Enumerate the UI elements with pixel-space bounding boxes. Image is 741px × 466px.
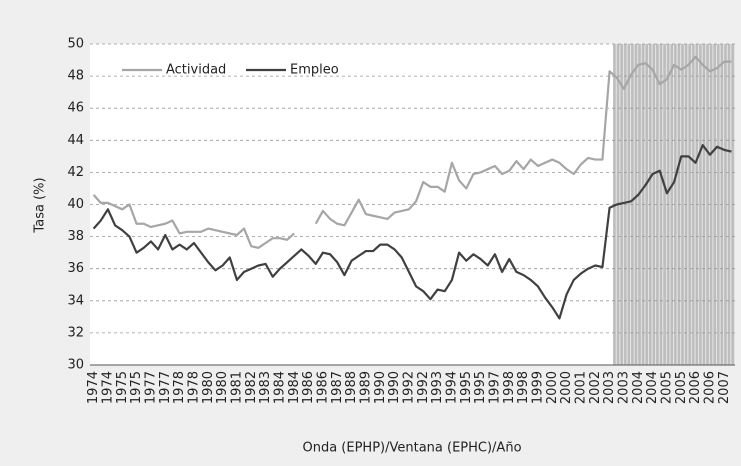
x-tick-label: 2005 — [674, 371, 689, 404]
x-tick-label: 2007 — [717, 371, 732, 404]
x-tick-label: 1975 — [115, 371, 130, 404]
y-tick-label: 38 — [67, 229, 84, 244]
x-tick-label: 1974 — [86, 371, 101, 404]
x-tick-label: 1995 — [473, 371, 488, 404]
legend-label: Empleo — [290, 63, 339, 78]
x-tick-label: 1978 — [172, 371, 187, 404]
x-tick-label: 1977 — [158, 371, 173, 404]
x-tick-label: 2005 — [659, 371, 674, 404]
x-tick-label: 1998 — [516, 371, 531, 404]
x-tick-label: 2000 — [559, 371, 574, 404]
y-axis-label: Tasa (%) — [33, 177, 48, 233]
y-tick-label: 34 — [67, 293, 84, 308]
x-tick-label: 1982 — [244, 371, 259, 404]
x-tick-label: 2003 — [616, 371, 631, 404]
series-line — [92, 55, 732, 249]
x-tick-label: 2000 — [545, 371, 560, 404]
y-tick-label: 30 — [67, 358, 84, 373]
x-tick-label: 2004 — [645, 371, 660, 404]
y-tick-label: 44 — [67, 133, 84, 148]
x-tick-label: 2003 — [602, 371, 617, 404]
x-tick-label: 2001 — [573, 371, 588, 404]
x-tick-label: 1984 — [287, 371, 302, 404]
y-tick-label: 36 — [67, 261, 84, 276]
x-tick-label: 1992 — [416, 371, 431, 404]
x-tick-label: 1997 — [487, 371, 502, 404]
x-tick-label: 1986 — [315, 371, 330, 404]
x-tick-label: 1980 — [215, 371, 230, 404]
x-axis-label: Onda (EPHP)/Ventana (EPHC)/Año — [302, 441, 521, 456]
x-tick-label: 1998 — [502, 371, 517, 404]
x-tick-label: 2006 — [688, 371, 703, 404]
y-tick-label: 46 — [67, 101, 84, 116]
y-tick-label: 40 — [67, 197, 84, 212]
x-tick-label: 2006 — [702, 371, 717, 404]
x-tick-label: 1981 — [229, 371, 244, 404]
x-tick-label: 1993 — [430, 371, 445, 404]
x-tick-label: 1983 — [258, 371, 273, 404]
x-tick-label: 1988 — [344, 371, 359, 404]
x-tick-label: 1999 — [530, 371, 545, 404]
x-tick-label: 1984 — [272, 371, 287, 404]
y-tick-label: 42 — [67, 165, 84, 180]
x-tick-label: 1995 — [459, 371, 474, 404]
x-tick-label: 1990 — [387, 371, 402, 404]
x-tick-label: 1977 — [143, 371, 158, 404]
x-tick-label: 2002 — [588, 371, 603, 404]
x-tick-label: 1992 — [401, 371, 416, 404]
legend-label: Actividad — [166, 63, 226, 78]
x-tick-label: 1975 — [129, 371, 144, 404]
x-tick-label: 1990 — [373, 371, 388, 404]
series-line — [92, 144, 732, 320]
x-tick-label: 1994 — [444, 371, 459, 404]
x-tick-label: 1987 — [330, 371, 345, 404]
y-tick-label: 50 — [67, 37, 84, 52]
x-tick-label: 2004 — [631, 371, 646, 404]
y-tick-label: 32 — [67, 325, 84, 340]
x-tick-label: 1980 — [201, 371, 216, 404]
x-tick-label: 1978 — [186, 371, 201, 404]
x-tick-label: 1989 — [358, 371, 373, 404]
x-tick-label: 1986 — [301, 371, 316, 404]
y-tick-label: 48 — [67, 69, 84, 84]
x-tick-label: 1974 — [100, 371, 115, 404]
